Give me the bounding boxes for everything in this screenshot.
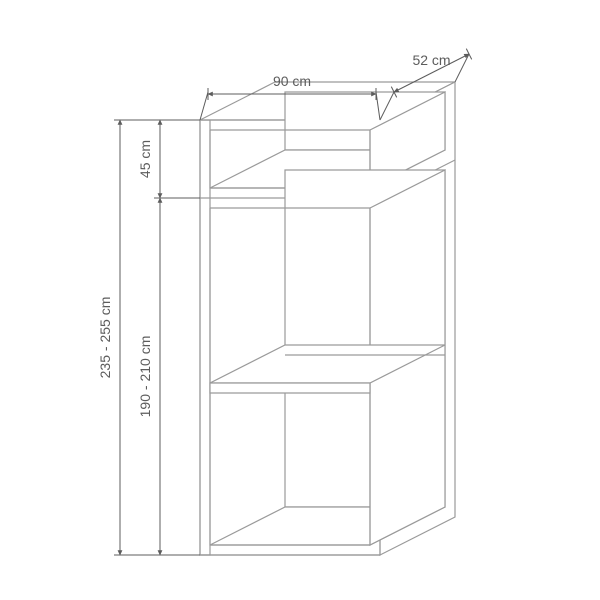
- cabinet-dimension-diagram: 90 cm 52 cm 45 cm 190 - 210 cm 235 - 255 cm: [0, 0, 600, 600]
- dim-depth: 52 cm: [412, 52, 450, 68]
- dim-width: 90 cm: [273, 73, 311, 89]
- cabinet-body: [200, 82, 455, 555]
- dim-total-height: 235 - 255 cm: [97, 297, 113, 379]
- dim-main-height: 190 - 210 cm: [137, 336, 153, 418]
- dim-top-height: 45 cm: [137, 140, 153, 178]
- shelf-0-edge: [210, 383, 370, 393]
- left-side-panel: [200, 120, 210, 555]
